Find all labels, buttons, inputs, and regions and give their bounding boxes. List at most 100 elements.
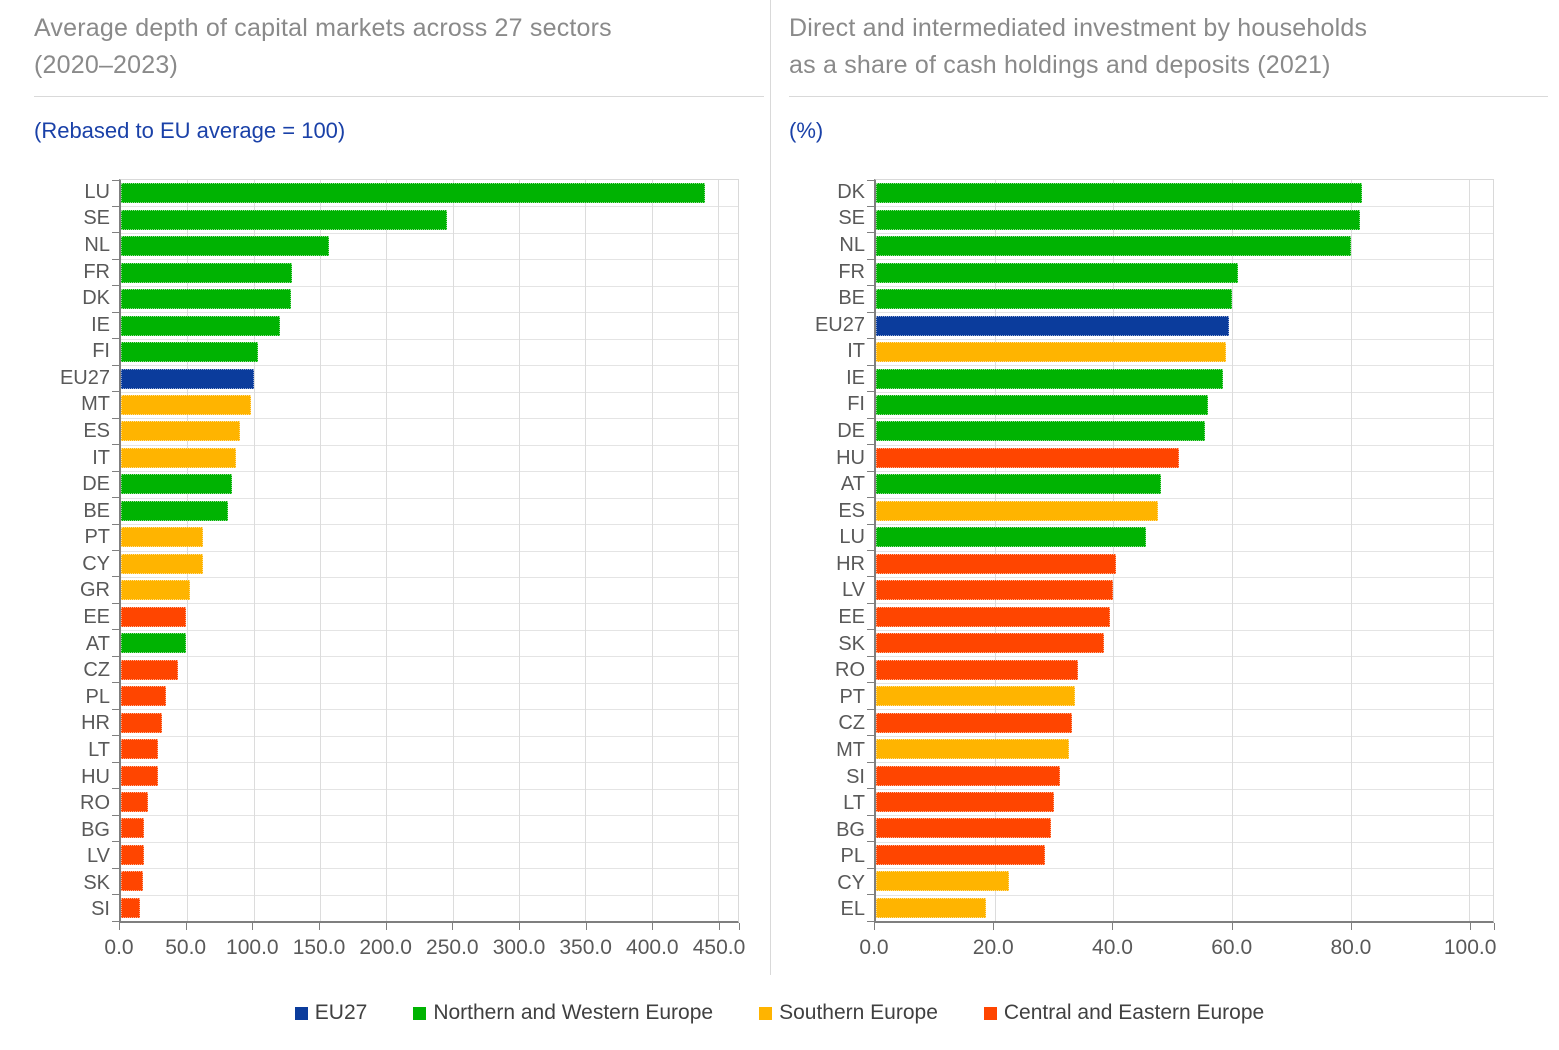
row-gridline	[876, 524, 1493, 526]
bar-row	[876, 630, 1493, 656]
x-gridline	[187, 180, 189, 921]
y-axis-label: EE	[838, 606, 865, 629]
legend-swatch-icon	[983, 1006, 997, 1020]
y-axis-label: SK	[838, 632, 865, 655]
y-axis-label: PT	[839, 685, 865, 708]
row-gridline	[876, 682, 1493, 684]
bar-si	[876, 765, 1060, 786]
y-axis-tick	[112, 258, 119, 260]
y-axis-tick	[867, 867, 874, 869]
y-axis-tick	[867, 841, 874, 843]
x-gridline	[452, 180, 454, 921]
y-axis-tick	[867, 708, 874, 710]
row-gridline	[121, 418, 738, 420]
x-axis-tick	[1231, 923, 1233, 930]
chart-subtitle-left: (Rebased to EU average = 100)	[34, 118, 346, 143]
row-gridline	[876, 629, 1493, 631]
bar-sk	[876, 633, 1105, 654]
x-gridline	[651, 180, 653, 921]
y-axis-tick	[112, 602, 119, 604]
bar-row	[121, 392, 738, 418]
row-gridline	[121, 312, 738, 314]
row-gridline	[876, 576, 1493, 578]
bar-pl	[121, 686, 167, 707]
plot-area	[112, 179, 739, 923]
legend-item-cee: Central and Eastern Europe	[983, 1001, 1264, 1025]
y-axis-tick	[867, 391, 874, 393]
bar-pl	[876, 844, 1046, 865]
y-axis-labels: DK SE NL FR BE EU27 IT IE FI DE HU AT ES LU HR LV EE SK RO…	[789, 179, 874, 923]
y-axis-tick	[112, 682, 119, 684]
x-axis-tick-label: 100.0	[1443, 936, 1497, 959]
y-axis-label: MT	[81, 393, 110, 416]
row-gridline	[876, 285, 1493, 287]
row-gridline	[876, 788, 1493, 790]
bar-row	[876, 842, 1493, 868]
bar-fi	[121, 342, 258, 363]
y-axis-label: CY	[82, 552, 110, 575]
x-axis-tick-label: 450.0	[692, 936, 746, 959]
y-axis-label: IE	[846, 366, 865, 389]
bar-be	[876, 289, 1232, 310]
row-gridline	[121, 338, 738, 340]
x-axis-tick	[585, 923, 587, 930]
y-axis-tick	[867, 761, 874, 763]
x-axis-end-tick	[1494, 923, 1495, 930]
row-gridline	[121, 497, 738, 499]
x-gridline	[386, 180, 388, 921]
title-divider-right	[789, 96, 1548, 97]
bar-hr	[876, 553, 1117, 574]
bar-hu	[876, 447, 1179, 468]
bar-nl	[121, 236, 330, 257]
bar-row	[876, 551, 1493, 577]
y-axis-tick	[112, 470, 119, 472]
row-gridline	[876, 550, 1493, 552]
y-axis-label: SE	[838, 207, 865, 230]
bars-container	[876, 180, 1493, 921]
y-axis-tick	[112, 761, 119, 763]
bar-row	[121, 233, 738, 259]
y-axis-label: HR	[836, 552, 865, 575]
bar-lt	[876, 792, 1054, 813]
y-axis-label: SE	[83, 207, 110, 230]
y-axis-tick	[112, 814, 119, 816]
bar-ee	[876, 606, 1111, 627]
y-axis-tick	[867, 550, 874, 551]
x-axis-tick	[993, 923, 995, 930]
row-gridline	[121, 206, 738, 208]
x-gridline	[1113, 180, 1115, 921]
row-gridline	[876, 603, 1493, 605]
bar-ie	[876, 368, 1224, 389]
row-gridline	[876, 656, 1493, 658]
y-axis-label: LU	[84, 180, 110, 203]
chart-title-left-line2: (2020–2023)	[34, 51, 178, 79]
chart-subtitle-right: (%)	[789, 118, 824, 143]
bar-ie	[121, 315, 281, 336]
y-axis-tick	[112, 550, 119, 551]
y-axis-label: LV	[87, 845, 110, 868]
bar-de	[876, 421, 1206, 442]
plot-wrap: 0.0 20.0 40.0 60.0 80.0 100.0	[859, 179, 1497, 975]
charts-row: Average depth of capital markets across …	[34, 0, 1548, 975]
y-axis-tick	[112, 894, 119, 896]
chart-title-right-line2: as a share of cash holdings and deposits…	[789, 51, 1331, 79]
row-gridline	[121, 735, 738, 737]
row-gridline	[121, 682, 738, 684]
y-axis-tick	[112, 417, 119, 419]
bar-row	[876, 339, 1493, 365]
y-axis-label: HR	[81, 712, 110, 735]
bar-lt	[121, 739, 159, 760]
row-gridline	[121, 762, 738, 764]
y-axis-label: SK	[83, 871, 110, 894]
bar-se	[121, 209, 448, 230]
bar-row	[121, 471, 738, 497]
y-axis-tick	[112, 311, 119, 313]
row-gridline	[876, 391, 1493, 393]
legend-swatch-icon	[294, 1006, 308, 1020]
bar-row	[121, 762, 738, 788]
x-axis-tick-label: 0.0	[859, 936, 889, 959]
y-axis-label: FI	[847, 393, 865, 416]
chart-title-right-line1: Direct and intermediated investment by h…	[789, 14, 1368, 42]
row-gridline	[876, 894, 1493, 896]
y-axis-tick	[112, 391, 119, 393]
